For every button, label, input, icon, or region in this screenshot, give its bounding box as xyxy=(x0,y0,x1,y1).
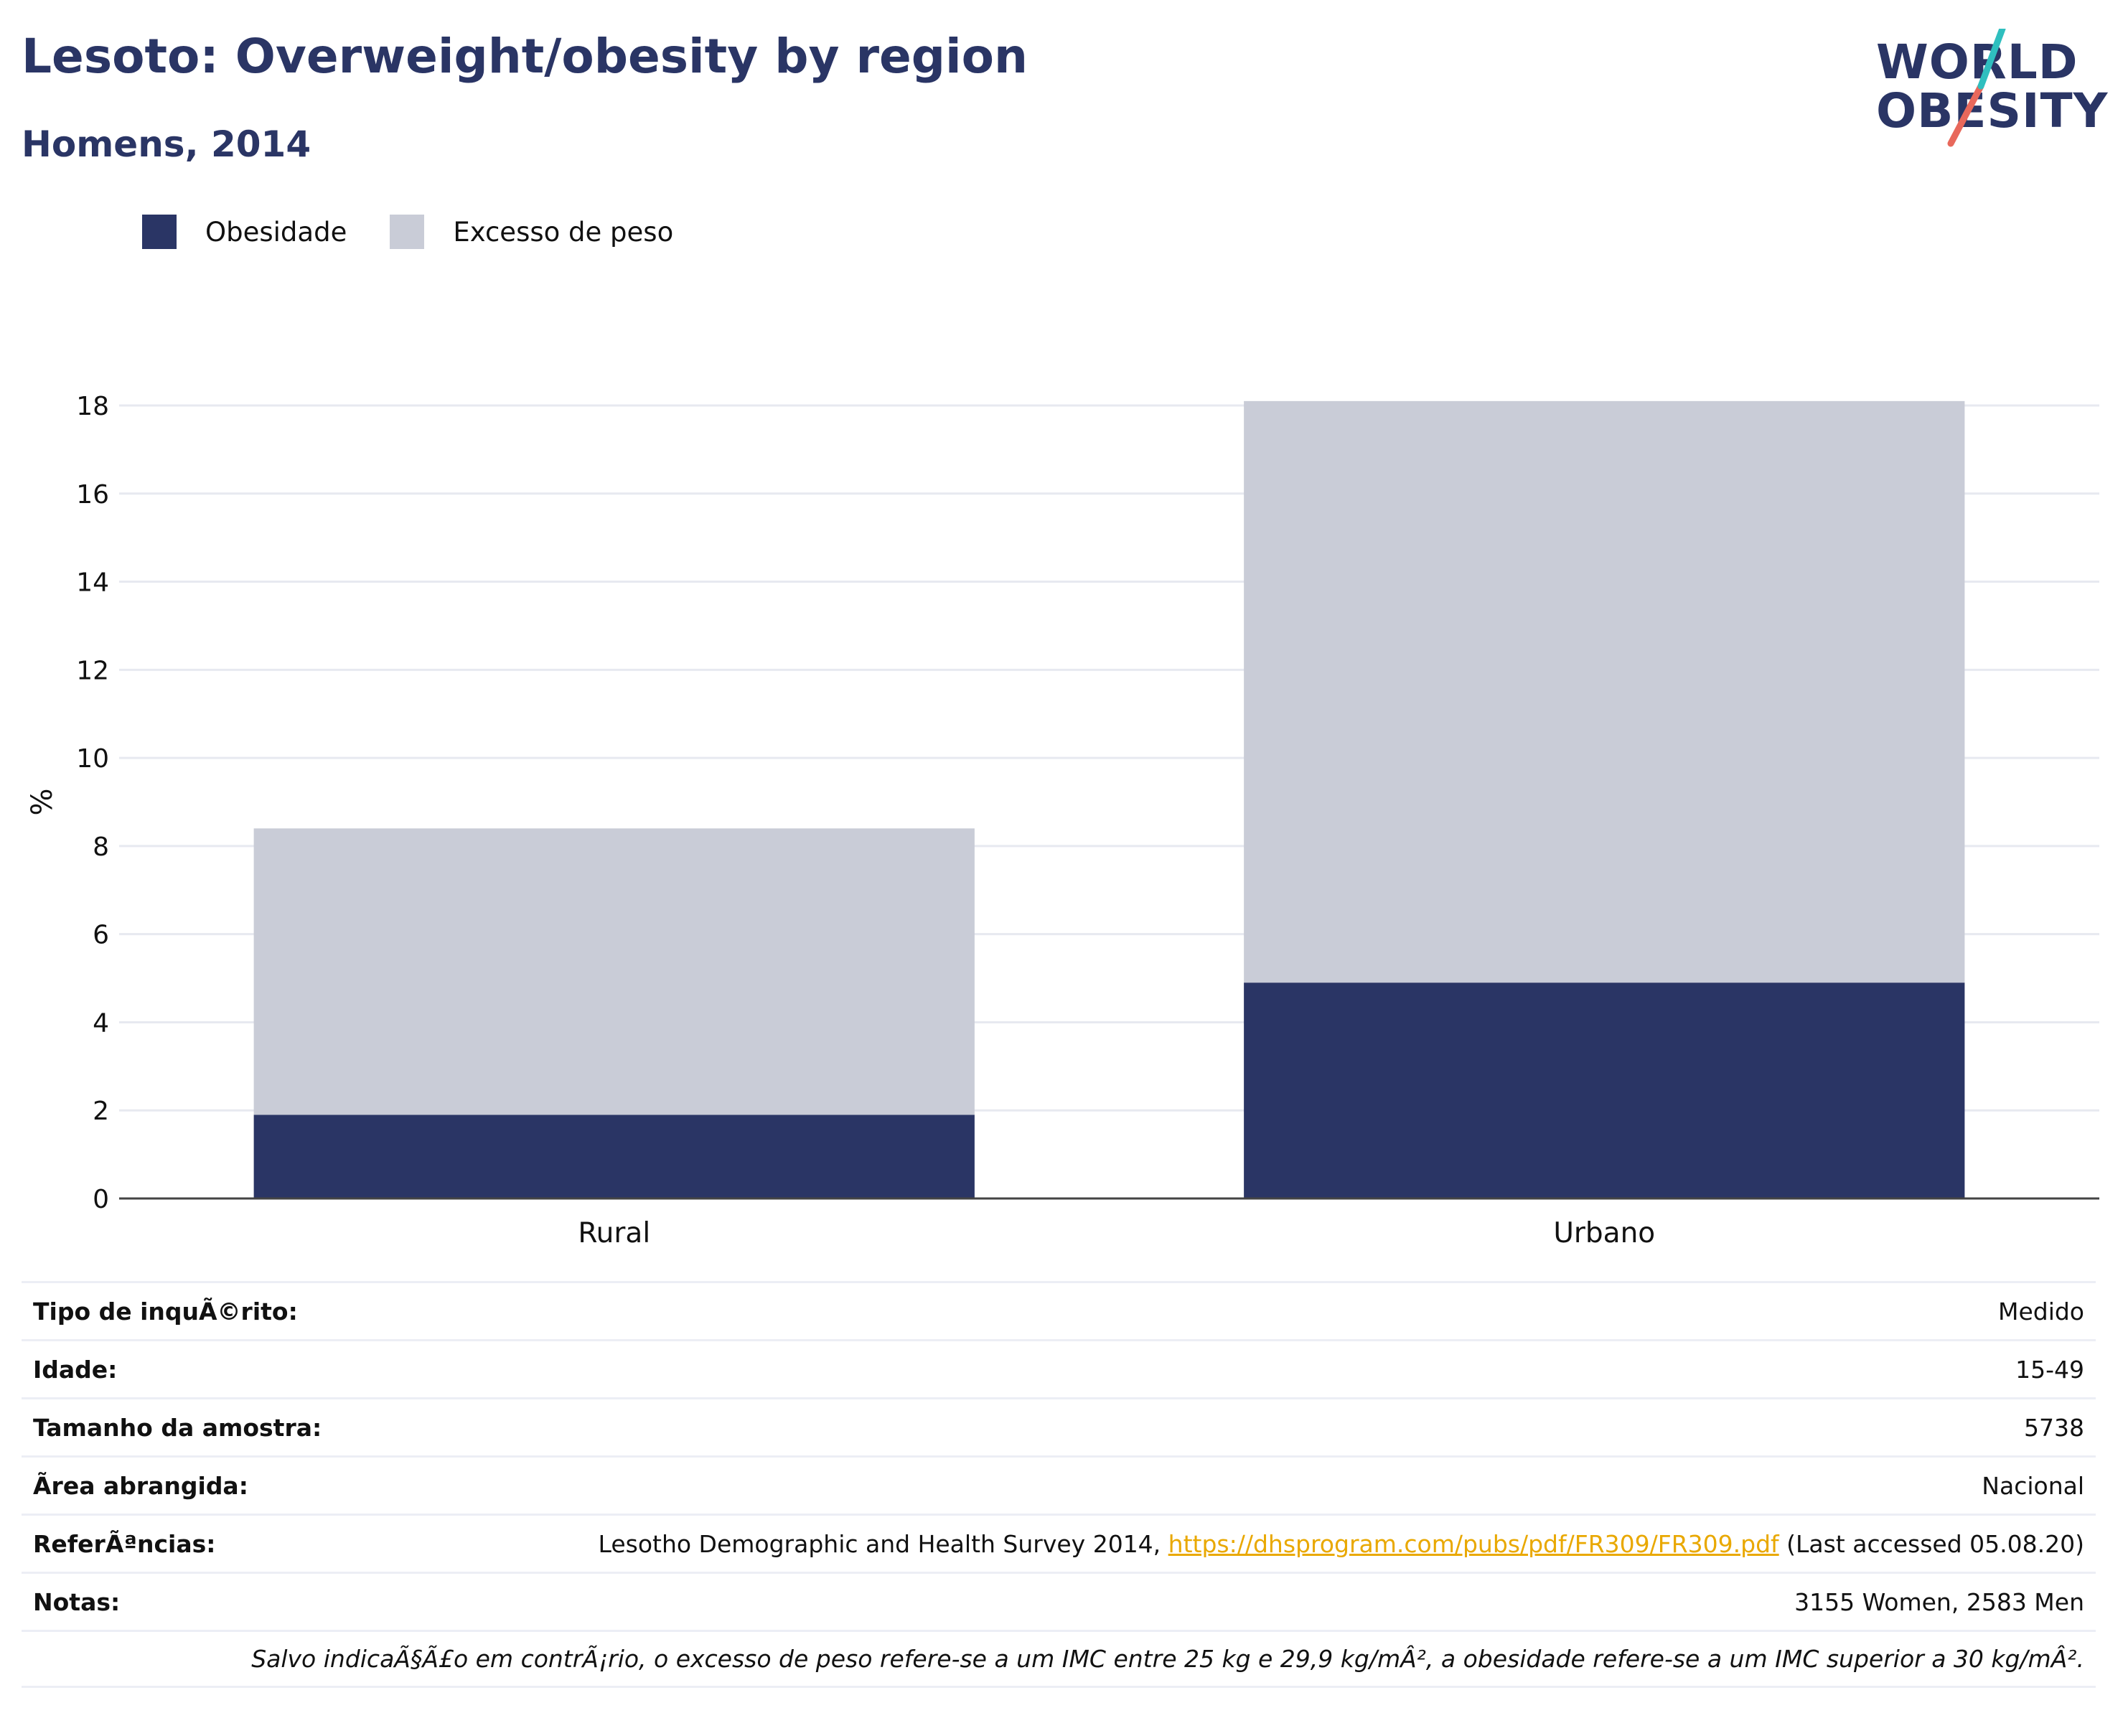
legend-swatch-excesso-de-peso xyxy=(390,215,424,249)
logo-slash-icon xyxy=(1866,29,2110,158)
legend-label-excesso-de-peso: Excesso de peso xyxy=(453,217,673,248)
chart-title: Lesoto: Overweight/obesity by region xyxy=(22,29,1028,84)
info-row-survey-type: Tipo de inquÃ©rito: Medido xyxy=(22,1281,2096,1339)
info-key: Idade: xyxy=(33,1356,117,1384)
legend-label-obesidade: Obesidade xyxy=(205,217,347,248)
y-tick-label: 16 xyxy=(76,480,109,510)
info-value: Lesotho Demographic and Health Survey 20… xyxy=(599,1530,2084,1558)
info-row-age: Idade: 15-49 xyxy=(22,1339,2096,1397)
x-tick-label: Urbano xyxy=(1553,1217,1655,1249)
info-key: Notas: xyxy=(33,1588,120,1616)
legend-item-obesidade[interactable]: Obesidade xyxy=(142,215,347,249)
y-tick-label: 0 xyxy=(93,1185,109,1214)
x-tick-label: Rural xyxy=(578,1217,650,1249)
info-key: Tipo de inquÃ©rito: xyxy=(33,1298,298,1326)
chart-subtitle: Homens, 2014 xyxy=(22,123,311,165)
y-tick-label: 10 xyxy=(76,744,109,774)
info-row-references: ReferÃªncias: Lesotho Demographic and He… xyxy=(22,1514,2096,1572)
stacked-bar-chart: 0 2 4 6 8 10 12 14 16 18 Rural Urbano% xyxy=(0,359,2123,1249)
legend-item-excesso-de-peso[interactable]: Excesso de peso xyxy=(390,215,673,249)
reference-link[interactable]: https://dhsprogram.com/pubs/pdf/FR309/FR… xyxy=(1168,1530,1779,1558)
bmi-footnote: Salvo indicaÃ§Ã£o em contrÃ¡rio, o exces… xyxy=(251,1645,2084,1673)
info-value: 5738 xyxy=(2024,1414,2084,1442)
info-key: Ã rea abrangida: xyxy=(33,1472,248,1500)
y-tick-label: 18 xyxy=(76,392,109,421)
bar-excesso-de-peso xyxy=(1244,401,1964,982)
chart-legend: Obesidade Excesso de peso xyxy=(142,212,716,251)
info-value: Medido xyxy=(1998,1298,2084,1326)
info-key: ReferÃªncias: xyxy=(33,1530,215,1558)
y-axis-label: % xyxy=(26,788,59,815)
info-value: 15-49 xyxy=(2015,1356,2084,1384)
legend-swatch-obesidade xyxy=(142,215,177,249)
info-key: Tamanho da amostra: xyxy=(33,1414,322,1442)
info-value: 3155 Women, 2583 Men xyxy=(1794,1588,2084,1616)
y-tick-label: 12 xyxy=(76,656,109,685)
reference-text: Lesotho Demographic and Health Survey 20… xyxy=(599,1530,1168,1558)
info-row-area-covered: Ã rea abrangida: Nacional xyxy=(22,1455,2096,1514)
info-row-footnote: Salvo indicaÃ§Ã£o em contrÃ¡rio, o exces… xyxy=(22,1630,2096,1688)
bar-excesso-de-peso xyxy=(254,828,975,1115)
info-value: Nacional xyxy=(1982,1472,2084,1500)
bar-obesidade xyxy=(254,1115,975,1198)
bar-obesidade xyxy=(1244,982,1964,1198)
world-obesity-logo: WORLD OBESITY xyxy=(1866,29,2110,158)
y-tick-label: 8 xyxy=(93,832,109,862)
survey-info-table: Tipo de inquÃ©rito: Medido Idade: 15-49 … xyxy=(22,1281,2096,1688)
info-row-notes: Notas: 3155 Women, 2583 Men xyxy=(22,1572,2096,1630)
info-row-sample-size: Tamanho da amostra: 5738 xyxy=(22,1397,2096,1455)
y-tick-label: 6 xyxy=(93,921,109,950)
y-tick-label: 4 xyxy=(93,1008,109,1038)
y-tick-label: 14 xyxy=(76,568,109,598)
y-tick-label: 2 xyxy=(93,1097,109,1126)
reference-accessed-text: (Last accessed 05.08.20) xyxy=(1779,1530,2084,1558)
